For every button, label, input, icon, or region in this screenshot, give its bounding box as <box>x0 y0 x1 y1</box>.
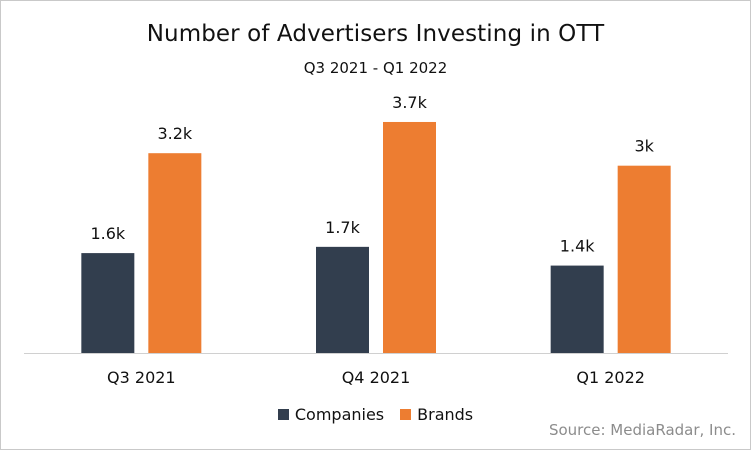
x-tick-label-q4-2021: Q4 2021 <box>342 368 411 387</box>
bar-companies-q3-2021 <box>81 253 135 353</box>
legend-label-brands: Brands <box>417 405 474 424</box>
chart-title: Number of Advertisers Investing in OTT <box>146 21 605 47</box>
data-label-companies-q3-2021: 1.6k <box>90 224 125 243</box>
bar-brands-q1-2022 <box>617 165 671 353</box>
bar-brands-q4-2021 <box>383 121 436 353</box>
data-label-companies-q1-2022: 1.4k <box>560 237 595 256</box>
data-label-brands-q4-2021: 3.7k <box>392 93 427 112</box>
data-label-brands-q3-2021: 3.2k <box>157 124 192 143</box>
legend-label-companies: Companies <box>294 405 385 424</box>
bar-companies-q1-2022 <box>550 265 604 353</box>
data-label-brands-q1-2022: 3k <box>634 137 654 156</box>
source-note: Source: MediaRadar, Inc. <box>548 421 736 439</box>
chart-legend: Companies Brands <box>1 405 750 424</box>
x-tick-label-q1-2022: Q1 2022 <box>576 368 645 387</box>
bar-brands-q3-2021 <box>148 153 202 353</box>
x-tick-label-q3-2021: Q3 2021 <box>107 368 176 387</box>
chart-subtitle: Q3 2021 - Q1 2022 <box>303 59 448 77</box>
legend-swatch-brands <box>400 409 412 420</box>
legend-item-companies: Companies <box>277 405 385 424</box>
bar-companies-q4-2021 <box>316 246 369 353</box>
legend-item-brands: Brands <box>400 405 473 424</box>
data-label-companies-q4-2021: 1.7k <box>325 218 360 237</box>
legend-swatch-companies <box>277 409 289 420</box>
